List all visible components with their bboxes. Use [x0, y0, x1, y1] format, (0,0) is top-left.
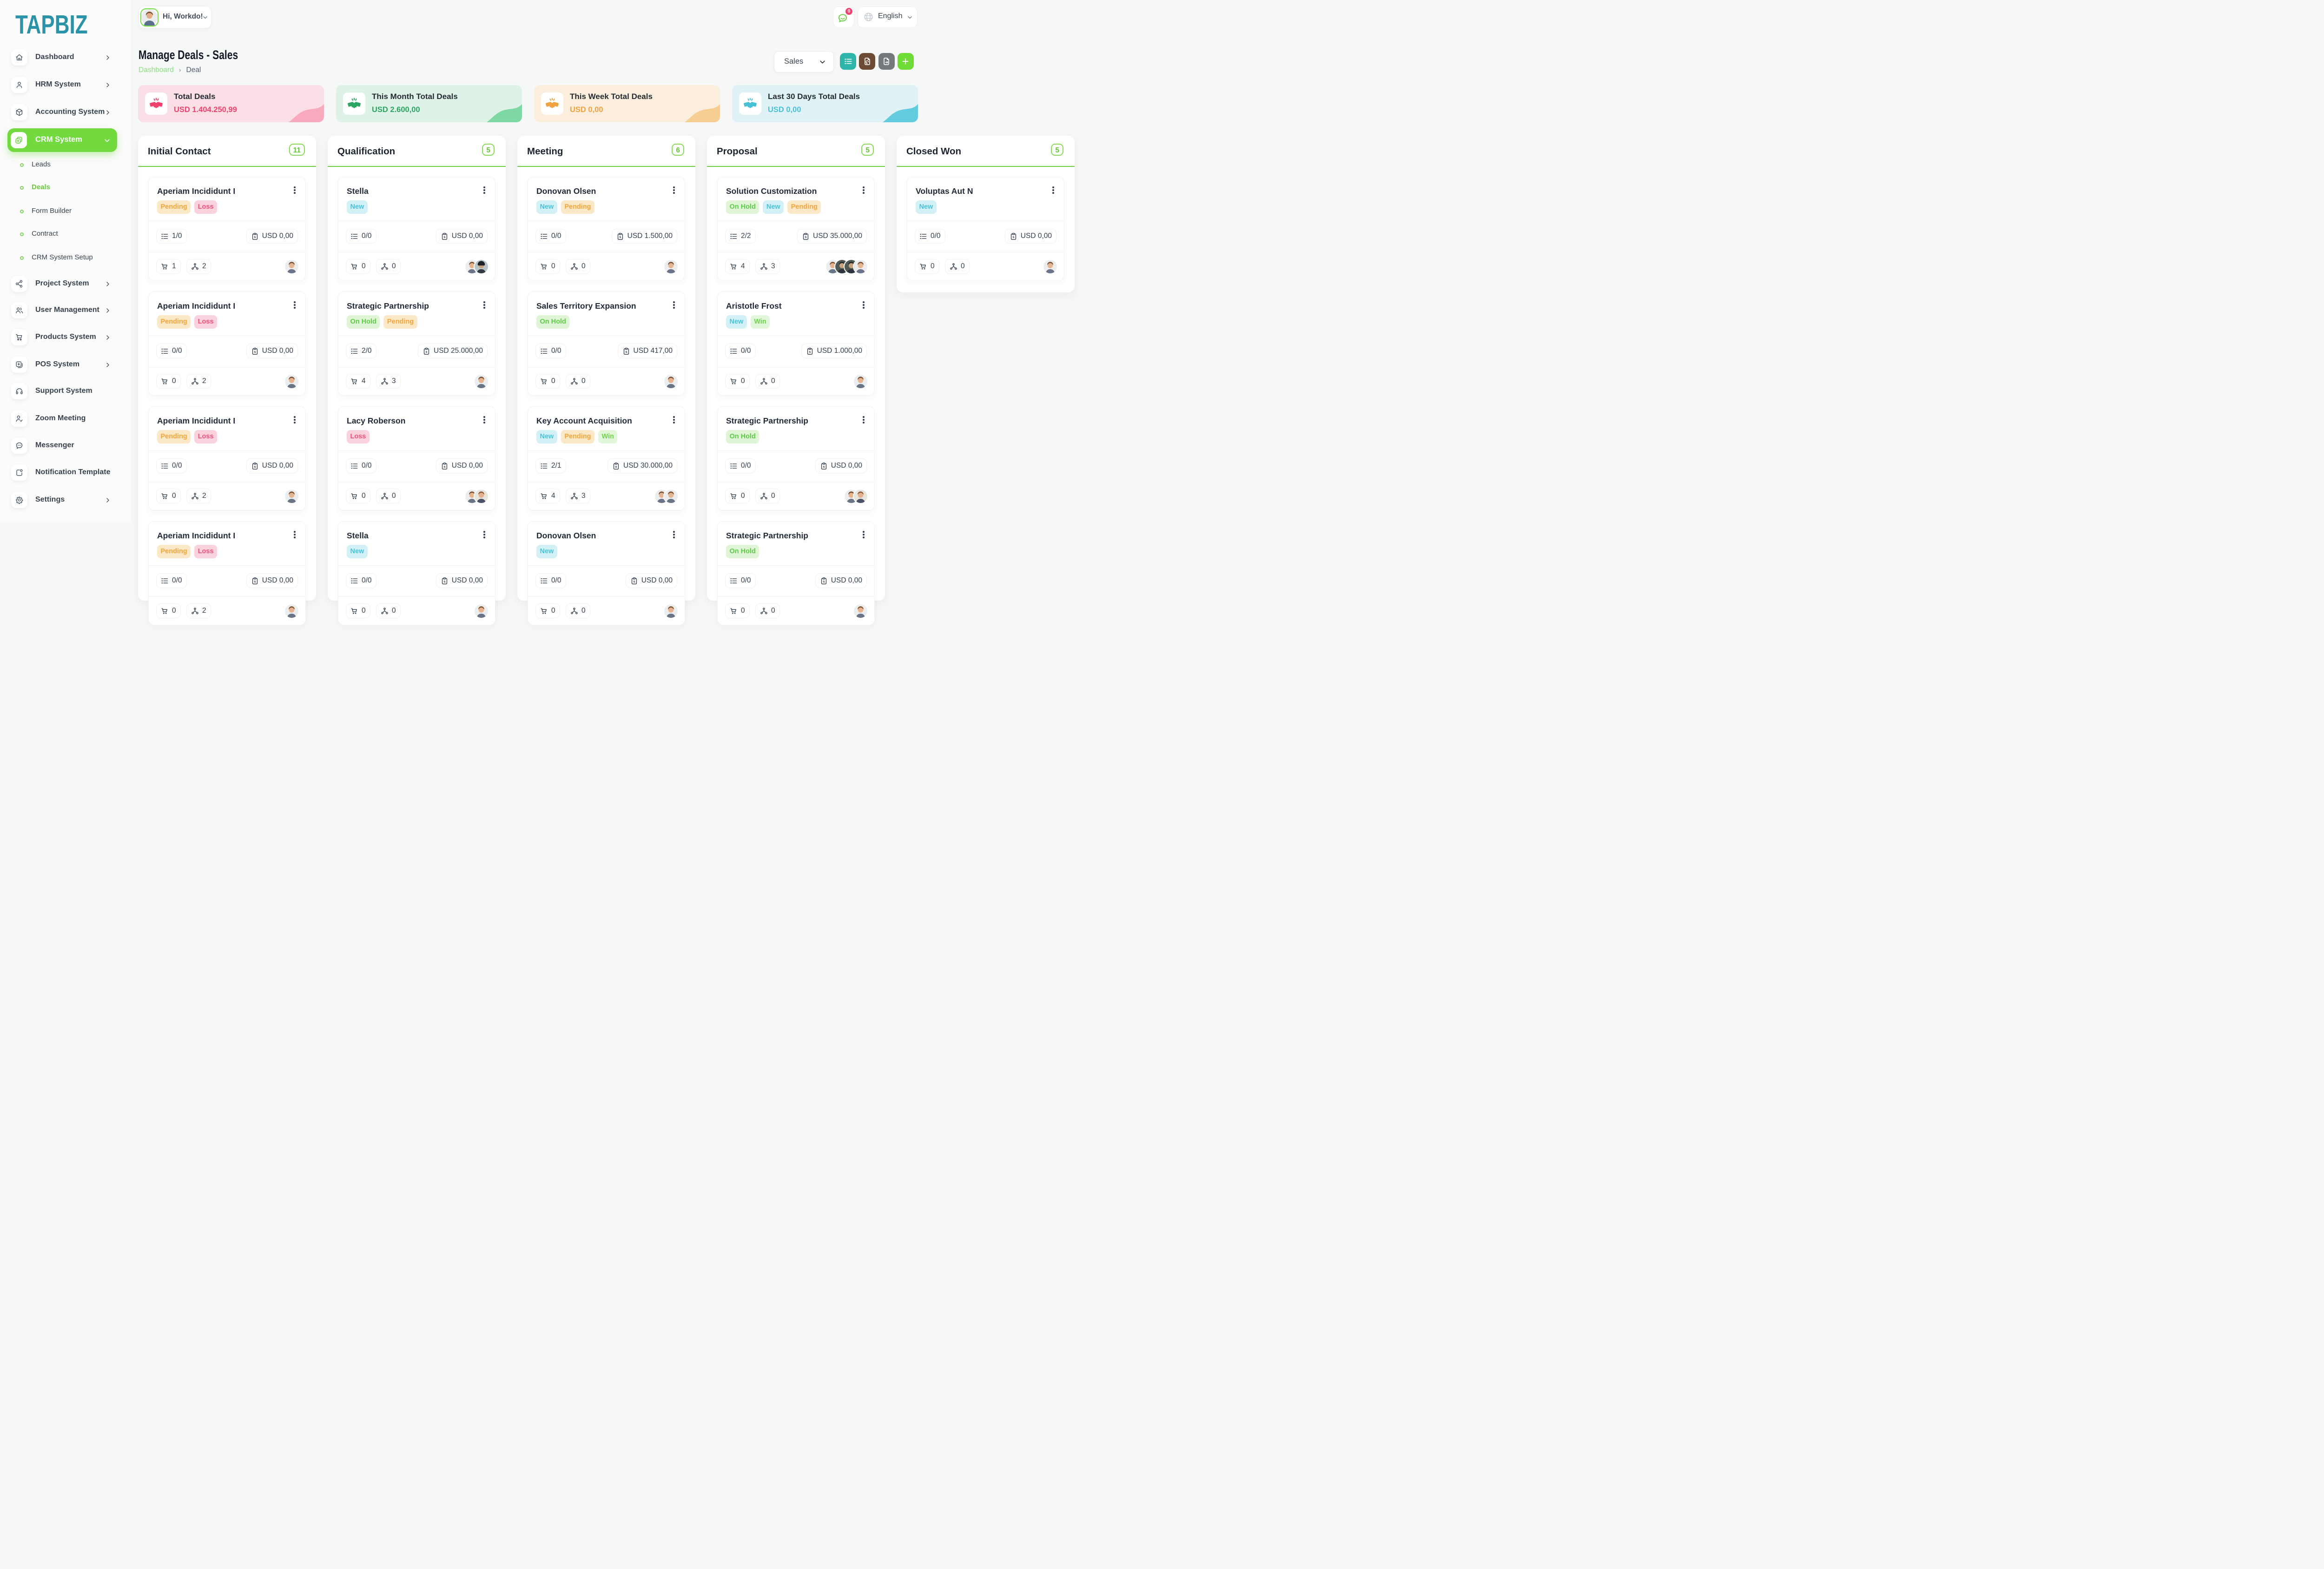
svg-text:s: s: [443, 579, 445, 583]
svg-text:s: s: [254, 349, 256, 353]
svg-text:s: s: [823, 464, 825, 468]
svg-text:s: s: [1012, 234, 1014, 238]
svg-text:s: s: [443, 464, 445, 468]
svg-text:s: s: [425, 349, 427, 353]
svg-text:s: s: [254, 464, 256, 468]
svg-text:s: s: [633, 579, 635, 583]
svg-text:s: s: [254, 579, 256, 583]
svg-text:s: s: [823, 579, 825, 583]
svg-text:s: s: [619, 234, 621, 238]
svg-text:s: s: [805, 234, 806, 238]
svg-text:s: s: [254, 234, 256, 238]
svg-text:s: s: [443, 234, 445, 238]
svg-text:s: s: [809, 349, 811, 353]
svg-text:s: s: [615, 464, 617, 468]
svg-text:s: s: [625, 349, 627, 353]
